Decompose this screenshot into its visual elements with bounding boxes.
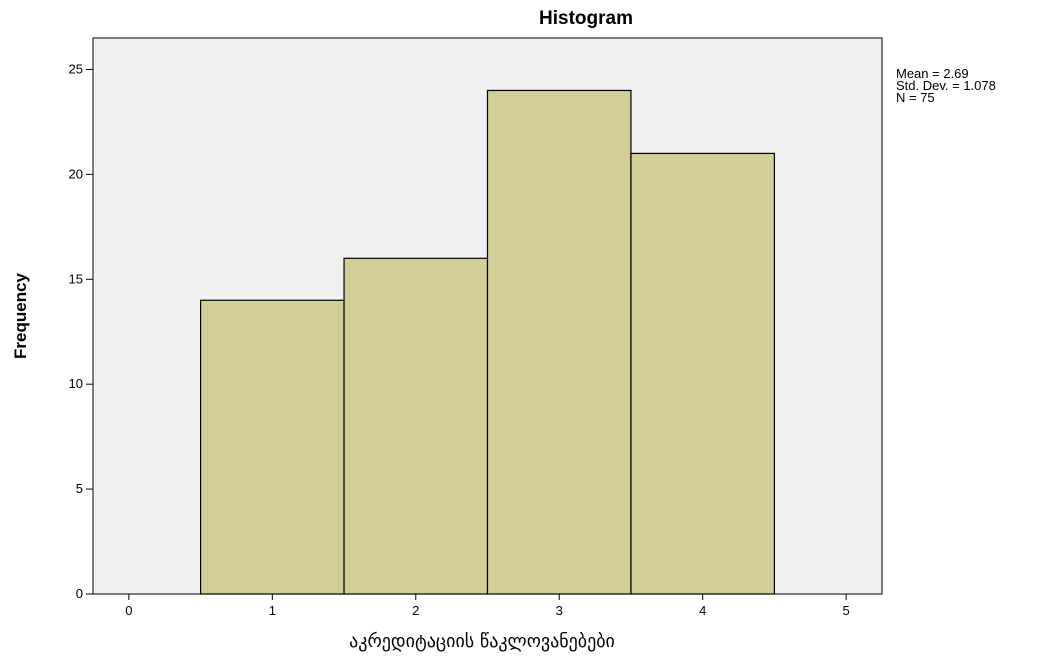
histogram-bar-3 — [486, 89, 632, 595]
y-tick-label: 15 — [69, 271, 83, 286]
x-tick-label: 2 — [412, 603, 419, 618]
x-axis: 0 1 2 3 4 5 — [125, 594, 850, 618]
stats-line: N = 75 — [896, 90, 935, 105]
x-tick-label: 3 — [556, 603, 563, 618]
x-axis-label: აკრედიტაციის წაკლოვანებები — [349, 631, 615, 652]
y-axis: 0 5 10 15 20 25 — [69, 61, 93, 601]
x-tick-label: 4 — [699, 603, 706, 618]
stats-line: Mean = 2.69 — [896, 66, 969, 81]
histogram-bar-4 — [630, 152, 776, 595]
y-tick-label: 20 — [69, 166, 83, 181]
x-tick-label: 1 — [269, 603, 276, 618]
y-tick-label: 10 — [69, 376, 83, 391]
y-tick-label: 25 — [69, 61, 83, 76]
histogram-bar-2 — [343, 257, 489, 595]
histogram-bar-1 — [199, 299, 345, 595]
y-axis-label: Frequency — [11, 272, 30, 359]
stats-line: Std. Dev. = 1.078 — [896, 78, 996, 93]
y-tick-label: 5 — [76, 481, 83, 496]
histogram-bars — [199, 89, 776, 595]
y-tick-label: 0 — [76, 586, 83, 601]
x-tick-label: 5 — [843, 603, 850, 618]
chart-title: Histogram — [539, 8, 633, 29]
x-tick-label: 0 — [125, 603, 132, 618]
